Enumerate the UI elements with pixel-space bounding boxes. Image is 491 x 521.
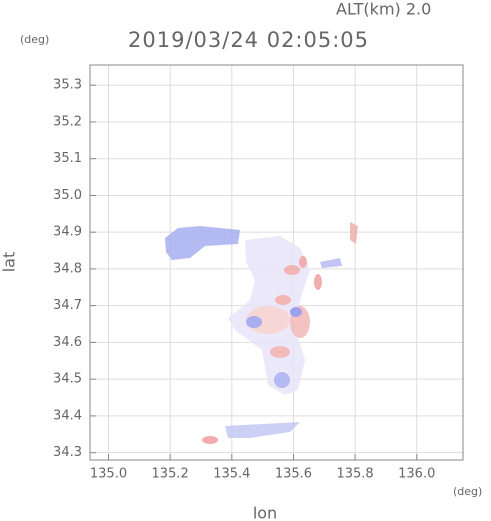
echo-blue bbox=[290, 307, 302, 317]
x-tick-label: 135.2 bbox=[152, 467, 189, 482]
y-tick-label: 35.1 bbox=[53, 151, 82, 166]
echo-red bbox=[270, 346, 290, 358]
y-axis-label: lat bbox=[0, 252, 19, 273]
echo-blue bbox=[165, 226, 240, 260]
echo-blue bbox=[320, 258, 342, 268]
y-tick-label: 35.0 bbox=[53, 188, 82, 203]
echo-red bbox=[299, 256, 307, 268]
echo-blue bbox=[274, 372, 290, 388]
radar-echoes bbox=[165, 222, 358, 444]
y-tick-label: 34.6 bbox=[53, 335, 82, 350]
y-tick-label: 35.3 bbox=[53, 78, 82, 93]
y-tick-label: 34.4 bbox=[53, 408, 82, 423]
echo-blue bbox=[225, 422, 300, 438]
x-tick-label: 135.0 bbox=[90, 467, 127, 482]
echo-red bbox=[350, 222, 358, 244]
echo-red bbox=[314, 274, 322, 290]
x-axis-label: lon bbox=[253, 504, 277, 521]
x-tick-label: 135.4 bbox=[213, 467, 250, 482]
echo-blue bbox=[246, 316, 262, 328]
y-tick-label: 34.8 bbox=[53, 261, 82, 276]
chart-subtitle: ALT(km) 2.0 bbox=[336, 0, 431, 19]
x-unit: (deg) bbox=[453, 485, 482, 498]
x-tick-label: 135.8 bbox=[336, 467, 373, 482]
y-tick-label: 34.9 bbox=[53, 225, 82, 240]
y-tick-label: 34.7 bbox=[53, 298, 82, 313]
echo-red bbox=[284, 265, 300, 275]
y-tick-label: 34.5 bbox=[53, 372, 82, 387]
y-unit: (deg) bbox=[20, 33, 49, 46]
echo-red bbox=[275, 295, 291, 305]
chart-title: 2019/03/24 02:05:05 bbox=[128, 28, 369, 52]
echo-red bbox=[202, 436, 218, 444]
y-tick-label: 34.3 bbox=[53, 445, 82, 460]
y-tick-label: 35.2 bbox=[53, 114, 82, 129]
x-tick-label: 136.0 bbox=[398, 467, 435, 482]
x-tick-label: 135.6 bbox=[275, 467, 312, 482]
grid bbox=[90, 65, 463, 460]
plot-frame bbox=[89, 64, 464, 461]
